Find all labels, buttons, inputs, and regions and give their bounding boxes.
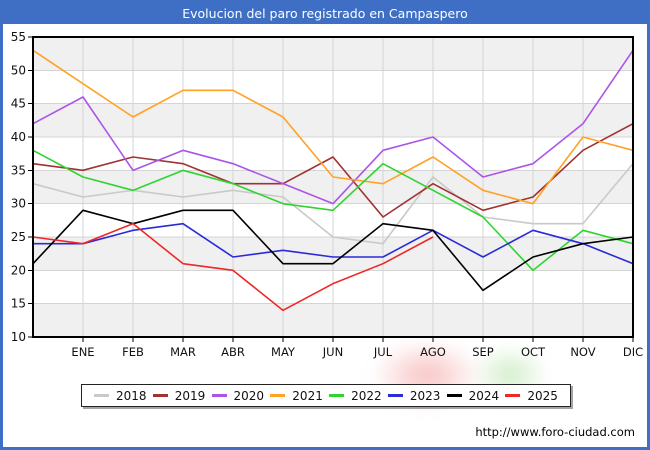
legend-item-2025: 2025 (505, 389, 558, 403)
legend-label-2022: 2022 (351, 388, 382, 403)
x-tick-label-abr: ABR (221, 345, 245, 359)
legend-item-2022: 2022 (329, 389, 382, 403)
legend-label-2018: 2018 (116, 388, 147, 403)
y-tick-label: 40 (11, 130, 26, 144)
legend-label-2019: 2019 (174, 388, 206, 403)
x-tick-label-sep: SEP (472, 345, 494, 359)
chart-title: Evolucion del paro registrado en Campasp… (3, 3, 647, 24)
y-tick-label: 35 (11, 163, 26, 177)
y-tick-label: 10 (11, 330, 26, 344)
y-tick-label: 30 (11, 197, 26, 211)
legend-color-dash-2023 (387, 394, 403, 397)
x-tick-label-jun: JUN (322, 345, 343, 359)
legend-item-2021: 2021 (270, 389, 323, 403)
legend-item-2024: 2024 (446, 388, 500, 403)
y-tick-label: 45 (11, 97, 26, 111)
legend-color-dash-2018 (94, 394, 109, 397)
legend-item-2020: 2020 (211, 388, 265, 403)
x-tick-label-ago: AGO (420, 345, 446, 359)
y-tick-label: 20 (11, 263, 26, 277)
legend-color-dash-2021 (270, 394, 286, 397)
legend-color-dash-2024 (446, 394, 462, 397)
legend-item-2019: 2019 (152, 388, 206, 403)
line-chart-canvas: 55 50 45 40 35 30 25 20 15 10 ENE FEB MAR ABR MAY JUN JU… (11, 30, 643, 359)
legend-item-2023: 2023 (387, 388, 441, 403)
y-tick-label: 25 (11, 230, 26, 244)
legend-label-2023: 2023 (409, 388, 441, 403)
x-tick-label-dic: DIC (623, 345, 643, 359)
y-tick-label: 55 (11, 30, 26, 44)
legend-item-2018: 2018 (94, 389, 147, 403)
legend-color-dash-2019 (152, 394, 168, 397)
legend-label-2024: 2024 (468, 388, 500, 403)
legend-color-dash-2020 (211, 394, 227, 397)
legend-label-2020: 2020 (233, 388, 265, 403)
y-tick-label: 15 (11, 297, 26, 311)
legend-label-2021: 2021 (292, 388, 323, 403)
plot-border (32, 36, 634, 338)
x-tick-label-nov: NOV (570, 345, 595, 359)
legend-color-dash-2022 (329, 394, 345, 397)
x-tick-label-oct: OCT (521, 345, 546, 359)
chart-legend: 2018 2019 2020 2021 2022 2023 2024 2025 (81, 384, 571, 407)
x-tick-label-mar: MAR (170, 345, 196, 359)
y-tick-label: 50 (11, 63, 26, 77)
series-line-2023 (33, 222, 634, 265)
legend-color-dash-2025 (505, 394, 521, 397)
series-line-2019 (32, 122, 634, 218)
legend-label-2025: 2025 (527, 388, 558, 403)
x-tick-label-feb: FEB (122, 345, 144, 359)
x-tick-label-ene: ENE (71, 345, 94, 359)
series-line-2025 (32, 222, 434, 312)
series-line-2021 (32, 49, 634, 205)
series-line-2020 (32, 49, 634, 205)
series-line-2022 (32, 149, 634, 272)
x-tick-label-jul: JUL (373, 345, 393, 359)
footer-link[interactable]: http://www.foro-ciudad.com (475, 425, 635, 439)
x-tick-label-may: MAY (271, 345, 296, 359)
